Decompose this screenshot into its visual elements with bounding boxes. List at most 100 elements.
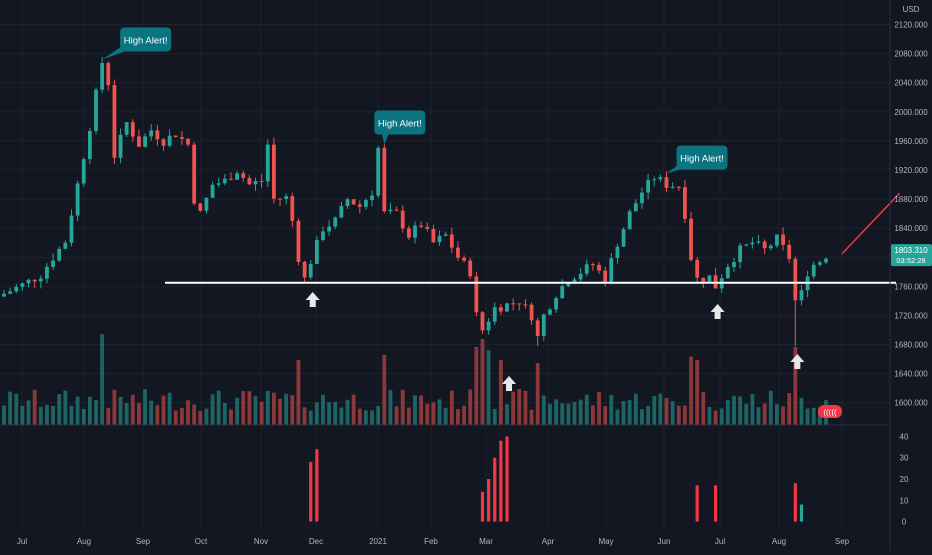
candle-body xyxy=(511,303,516,305)
volume-bar xyxy=(137,403,141,425)
price-tick-label: 1680.000 xyxy=(894,341,928,350)
candle-body xyxy=(640,192,644,204)
candle-body xyxy=(20,283,25,287)
volume-bar xyxy=(179,407,184,425)
candle-body xyxy=(646,179,651,193)
volume-bar xyxy=(26,400,31,425)
candle-body xyxy=(462,257,466,261)
time-tick-label: Aug xyxy=(77,537,91,546)
volume-bar xyxy=(676,405,681,425)
volume-bar xyxy=(51,405,55,425)
candle-body xyxy=(505,303,509,312)
candle-body xyxy=(265,144,270,182)
candle-body xyxy=(799,290,804,301)
volume-bar xyxy=(216,390,221,425)
candle-body xyxy=(259,181,264,183)
volume-bar xyxy=(32,389,37,425)
volume-bar xyxy=(130,394,135,425)
candle-body xyxy=(744,244,749,246)
time-tick-label: Jul xyxy=(715,537,725,546)
price-tick-label: 2000.000 xyxy=(894,108,928,117)
time-tick-label: Jun xyxy=(658,537,671,546)
price-tick-label: 1640.000 xyxy=(894,370,928,379)
volume-bar xyxy=(155,405,160,425)
volume-bar xyxy=(762,403,767,425)
candle-body xyxy=(419,225,424,227)
volume-bar xyxy=(541,395,546,425)
candle-body xyxy=(529,304,534,321)
volume-bar xyxy=(8,391,13,425)
candle-body xyxy=(186,138,190,145)
volume-bar xyxy=(357,408,362,425)
volume-bar xyxy=(486,350,491,425)
countdown-label: 03:52:28 xyxy=(896,256,925,265)
candle-body xyxy=(210,184,215,198)
volume-bar xyxy=(572,401,577,425)
price-tick-label: 1920.000 xyxy=(894,166,928,175)
candle-body xyxy=(51,260,55,267)
volume-bar xyxy=(664,398,669,425)
volume-bar xyxy=(57,393,62,425)
time-tick-label: Sep xyxy=(835,537,850,546)
volume-bar xyxy=(462,405,466,425)
price-tick-label: 2040.000 xyxy=(894,79,928,88)
candle-body xyxy=(406,228,411,238)
candle-body xyxy=(480,312,485,331)
candle-body xyxy=(615,246,620,259)
callout-box xyxy=(374,110,426,135)
indicator-tick-label: 30 xyxy=(900,454,909,463)
candle-body xyxy=(26,279,31,284)
volume-bar xyxy=(364,410,368,425)
volume-bar xyxy=(474,347,479,425)
candle-body xyxy=(775,234,779,246)
callout-text: High Alert! xyxy=(378,119,422,130)
volume-bar xyxy=(707,406,712,425)
volume-bar xyxy=(149,400,154,425)
volume-bar xyxy=(94,400,98,425)
candle-body xyxy=(824,258,828,263)
candle-body xyxy=(149,130,154,137)
candle-body xyxy=(603,270,608,284)
candle-body xyxy=(572,279,577,284)
volume-bar xyxy=(781,406,785,425)
candle-body xyxy=(339,205,344,218)
candle-body xyxy=(541,314,546,336)
candle-body xyxy=(695,259,700,278)
candle-body xyxy=(781,234,785,245)
candle-body xyxy=(14,286,19,292)
volume-badge[interactable]: ((((( xyxy=(818,405,842,418)
volume-bar xyxy=(198,410,203,425)
up-arrow-icon xyxy=(502,376,517,391)
candles[interactable] xyxy=(2,56,828,346)
price-tick-label: 1840.000 xyxy=(894,224,928,233)
candle-body xyxy=(167,135,172,146)
candle-body xyxy=(811,264,816,277)
volume-bar xyxy=(75,396,80,425)
volume-bar xyxy=(670,401,675,425)
volume-bar xyxy=(339,407,344,425)
candle-body xyxy=(302,261,307,278)
volume-bar xyxy=(578,399,583,425)
candle-body xyxy=(137,136,141,147)
callouts: High Alert! High Alert! High Alert! xyxy=(102,27,728,174)
volume-bar xyxy=(222,403,227,425)
candle-body xyxy=(621,229,626,247)
volume-bars xyxy=(2,334,828,425)
candle-body xyxy=(474,276,479,313)
candle-body xyxy=(658,177,663,180)
time-tick-label: Apr xyxy=(542,537,555,546)
volume-bar xyxy=(186,400,190,425)
volume-bar xyxy=(321,394,325,425)
time-tick-label: Feb xyxy=(424,537,438,546)
candle-body xyxy=(345,199,350,206)
indicator-bar xyxy=(695,485,699,522)
candle-body xyxy=(229,178,233,180)
volume-bar xyxy=(505,404,509,425)
volume-bar xyxy=(768,390,773,425)
volume-bar xyxy=(63,390,68,425)
candle-body xyxy=(198,203,203,211)
volume-bar xyxy=(437,399,442,425)
